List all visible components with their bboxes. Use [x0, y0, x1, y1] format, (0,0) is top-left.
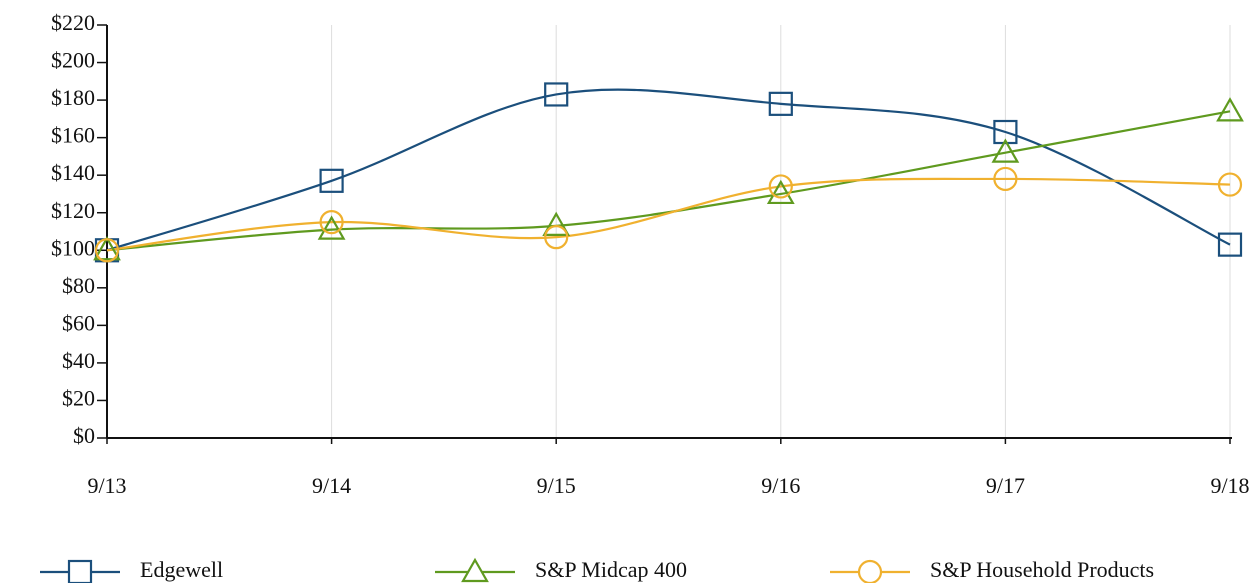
y-tick-label: $140: [51, 160, 95, 185]
marker-square: [768, 91, 793, 116]
x-tick-label: 9/13: [87, 473, 126, 498]
legend-label: Edgewell: [140, 557, 223, 582]
marker-triangle: [461, 557, 489, 583]
marker-triangle: [1216, 97, 1244, 122]
y-tick-label: $100: [51, 235, 95, 260]
marker-triangle: [317, 215, 346, 240]
marker-square: [993, 119, 1018, 145]
y-tick-label: $0: [73, 423, 95, 448]
y-tick-label: $40: [62, 348, 95, 373]
y-tick-label: $160: [51, 123, 95, 148]
y-tick-label: $80: [62, 273, 95, 298]
marker-square: [319, 168, 344, 193]
marker-circle: [768, 174, 793, 199]
y-tick-label: $60: [62, 310, 95, 335]
marker-triangle: [542, 211, 571, 236]
legend-label: S&P Midcap 400: [535, 557, 687, 582]
marker-circle: [1217, 172, 1243, 197]
series-line: [106, 110, 1231, 252]
marker-circle: [94, 238, 120, 263]
y-tick-label: $180: [51, 85, 95, 110]
series-line: [106, 88, 1231, 252]
series-line: [106, 177, 1231, 252]
marker-triangle: [766, 179, 795, 205]
legend-label: S&P Household Products: [930, 557, 1154, 582]
x-tick-label: 9/18: [1210, 473, 1249, 498]
marker-circle: [993, 166, 1018, 192]
marker-triangle: [93, 236, 121, 261]
x-tick-label: 9/16: [761, 473, 800, 498]
marker-circle: [857, 559, 883, 583]
y-tick-label: $220: [51, 10, 95, 35]
marker-square: [67, 559, 93, 583]
marker-circle: [544, 225, 569, 250]
x-tick-label: 9/14: [312, 473, 351, 498]
y-tick-label: $20: [62, 386, 95, 411]
y-tick-label: $120: [51, 198, 95, 223]
x-tick-label: 9/15: [537, 473, 576, 498]
marker-triangle: [991, 138, 1020, 163]
marker-circle: [319, 210, 344, 235]
marker-square: [1217, 232, 1243, 257]
marker-square: [544, 82, 569, 107]
y-tick-label: $200: [51, 48, 95, 73]
x-tick-label: 9/17: [986, 473, 1025, 498]
